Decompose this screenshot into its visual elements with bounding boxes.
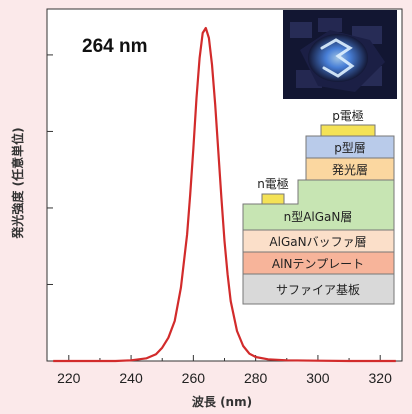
n-electrode (261, 193, 285, 205)
label-n-algan: n型AlGaN層 (284, 210, 353, 224)
x-tick-label: 280 (244, 370, 268, 386)
y-axis (47, 54, 53, 285)
layer-sapphire (242, 273, 395, 305)
label-sapphire: サファイア基板 (276, 283, 360, 297)
layer-n-algan (242, 179, 395, 231)
x-tick-label: 260 (182, 370, 206, 386)
label-aln-template: AlNテンプレート (272, 257, 364, 271)
x-tick-label: 240 (119, 370, 143, 386)
y-axis-title: 発光強度 (任意単位) (10, 127, 25, 239)
label-p-electrode: p電極 (332, 108, 364, 123)
p-electrode (320, 124, 376, 137)
label-p-type: p型層 (334, 141, 366, 155)
x-tick-label: 300 (306, 370, 330, 386)
label-algan-buffer: AlGaNバッファ層 (269, 235, 366, 249)
label-emission: 発光層 (332, 163, 368, 177)
peak-annotation: 264 nm (82, 36, 147, 57)
x-tick-label: 320 (369, 370, 393, 386)
spectrum-series-line (53, 26, 396, 363)
led-chip-photo (283, 10, 397, 99)
x-tick-label: 220 (57, 370, 81, 386)
label-n-electrode: n電極 (257, 176, 289, 191)
x-axis-title: 波長 (nm) (192, 394, 252, 409)
device-structure-diagram: p電極 p型層 発光層 n電極 n型AlGaN層 AlGaNバッファ層 AlNテ… (242, 108, 395, 305)
